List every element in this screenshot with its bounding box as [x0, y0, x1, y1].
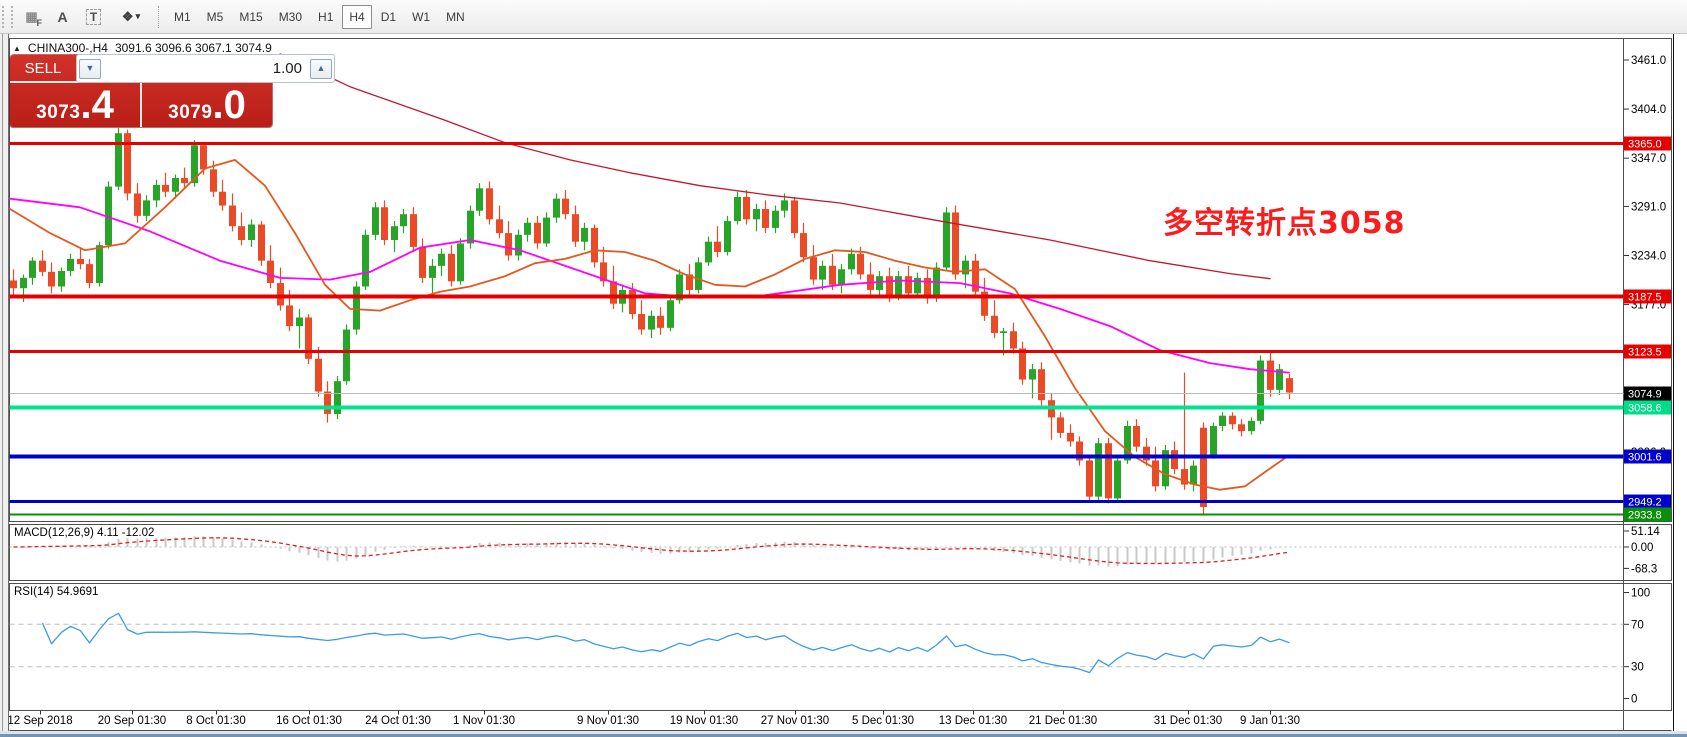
collapse-arrow-icon[interactable]: ▲: [13, 43, 21, 53]
window-right-edge[interactable]: [1673, 0, 1687, 737]
text-label-button[interactable]: A: [49, 4, 76, 29]
volume-decrease-button[interactable]: ▼: [79, 58, 101, 79]
chevron-up-icon: ▲: [316, 63, 326, 73]
chevron-down-icon: ▼: [85, 63, 95, 73]
window-left-edge: [0, 34, 9, 737]
timeframe-button-M1[interactable]: M1: [167, 5, 198, 29]
volume-input[interactable]: [103, 60, 308, 77]
text-tool-button[interactable]: T: [80, 4, 107, 29]
rsi-indicator-label: RSI(14) 54.9691: [14, 586, 99, 598]
buy-price-display[interactable]: 3079.0: [142, 83, 272, 127]
text-label-icon: A: [57, 8, 68, 25]
timeframe-button-M30[interactable]: M30: [272, 5, 309, 29]
timeframe-button-group: M1 M5 M15 M30 H1 H4 D1 W1 MN: [166, 4, 473, 29]
sell-price-display[interactable]: 3073.4: [10, 83, 142, 127]
symbol-name: CHINA300-,H4: [27, 41, 108, 55]
grid-f-icon: ▦: [25, 9, 38, 24]
sell-price-big-digit: .4: [80, 83, 114, 127]
trade-panel-price-row: 3073.4 3079.0: [10, 83, 272, 127]
rsi-panel[interactable]: [9, 583, 1623, 710]
window-bottom-edge: [0, 731, 1687, 737]
sell-price-main: 3073: [36, 102, 81, 123]
volume-control: ▼ ▲: [76, 54, 335, 83]
timeframe-button-D1[interactable]: D1: [374, 5, 403, 29]
timeframe-button-H4[interactable]: H4: [342, 4, 372, 29]
grid-f-button[interactable]: ▦ F: [18, 4, 45, 29]
macd-panel[interactable]: [9, 524, 1623, 580]
shapes-dropdown-button[interactable]: ❖ ▾: [111, 4, 151, 29]
timeframe-button-M5[interactable]: M5: [200, 5, 231, 29]
symbol-ohlc-values: 3091.6 3096.6 3067.1 3074.9: [114, 41, 272, 55]
timeframe-button-MN[interactable]: MN: [439, 5, 472, 29]
macd-indicator-label: MACD(12,26,9) 4.11 -12.02: [14, 527, 155, 539]
chart-text-annotation: 多空转折点3058: [1163, 206, 1406, 241]
grid-f-subscript: F: [36, 18, 43, 28]
chart-symbol-title: ▲ CHINA300-,H4 3091.6 3096.6 3067.1 3074…: [13, 41, 272, 55]
buy-price-main: 3079: [168, 102, 213, 123]
timeframe-button-H1[interactable]: H1: [311, 5, 340, 29]
toolbar: ▦ F A T ❖ ▾ M1 M5 M15 M30 H1 H4 D1 W1 MN: [0, 0, 1687, 34]
buy-price-big-digit: .0: [212, 83, 246, 127]
shapes-icon: ❖: [121, 8, 134, 24]
trade-panel-top-row: SELL ▼ ▲ BUY: [10, 54, 383, 83]
volume-increase-button[interactable]: ▲: [310, 58, 332, 79]
one-click-trading-panel: SELL ▼ ▲ BUY 3073.4 3079.0: [10, 54, 383, 127]
timeframe-button-W1[interactable]: W1: [405, 5, 437, 29]
timeframe-button-M15[interactable]: M15: [232, 5, 269, 29]
price-scale[interactable]: [1624, 38, 1671, 730]
toolbar-separator: [158, 5, 159, 28]
chevron-down-icon: ▾: [135, 11, 141, 21]
text-tool-icon: T: [85, 8, 102, 25]
time-scale[interactable]: [9, 711, 1623, 730]
toolbar-grip[interactable]: [2, 5, 13, 28]
buy-button[interactable]: BUY: [335, 55, 401, 81]
sell-button[interactable]: SELL: [10, 55, 76, 81]
